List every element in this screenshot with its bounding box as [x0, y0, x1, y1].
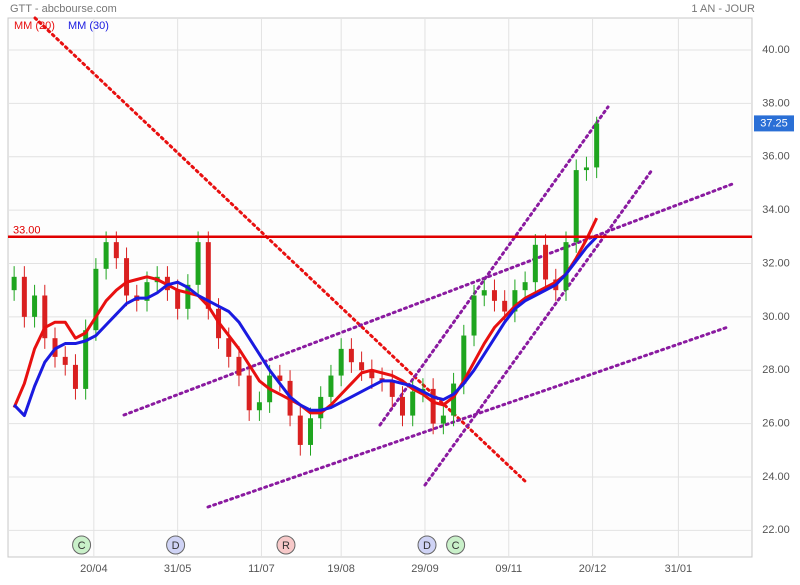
candle-body [185, 284, 191, 309]
candle-body [62, 356, 68, 365]
candle-body [144, 282, 150, 301]
candle-body [348, 348, 354, 363]
chart-title: GTT - abcbourse.com [10, 3, 117, 15]
y-tick-label: 40.00 [762, 44, 790, 56]
y-tick-label: 24.00 [762, 471, 790, 483]
candle-body [389, 380, 395, 397]
candle-body [195, 242, 201, 285]
x-tick-label: 29/09 [411, 563, 439, 575]
x-tick-label: 31/01 [665, 563, 693, 575]
y-tick-label: 34.00 [762, 204, 790, 216]
y-tick-label: 28.00 [762, 364, 790, 376]
candle-body [103, 242, 109, 269]
marks [8, 116, 752, 456]
candle-body [410, 391, 416, 416]
candle-body [563, 242, 569, 291]
event-marker [72, 535, 92, 555]
grid [8, 18, 752, 557]
price-tag [754, 115, 794, 132]
candle-body [21, 276, 27, 317]
y-tick-label: 32.00 [762, 257, 790, 269]
candle-body [308, 418, 314, 445]
candle-body [32, 295, 38, 317]
candle-body [594, 123, 600, 168]
moving-average [13, 235, 598, 418]
candle-body [246, 375, 252, 411]
candle-body [369, 370, 375, 379]
trendline [378, 105, 610, 427]
event-label: R [282, 540, 290, 552]
y-tick-label: 26.00 [762, 417, 790, 429]
x-tick-label: 31/05 [164, 563, 192, 575]
event-label: C [78, 540, 86, 552]
candle-body [461, 335, 467, 384]
legend-entry: MM (30) [68, 20, 109, 32]
x-tick-label: 11/07 [248, 563, 275, 575]
candle-body [93, 268, 99, 331]
candle-body [72, 364, 78, 389]
candle-body [236, 356, 242, 376]
event-marker [166, 535, 186, 555]
candle-body [205, 242, 211, 309]
candle-body [491, 290, 497, 301]
x-tick-label: 20/12 [579, 563, 607, 575]
event-marker [276, 535, 296, 555]
candle-body [338, 348, 344, 376]
candle-body [573, 170, 579, 243]
candle-body [399, 396, 405, 416]
legend-entry: MM (20) [14, 20, 55, 32]
y-tick-label: 36.00 [762, 151, 790, 163]
candle-body [522, 282, 528, 291]
x-tick-label: 09/11 [495, 563, 522, 575]
event-marker [446, 535, 466, 555]
candle-body [502, 300, 508, 312]
event-label: D [172, 540, 180, 552]
event-label: C [452, 540, 460, 552]
candle-body [175, 290, 181, 309]
candle-body [256, 402, 262, 411]
candle-body [512, 290, 518, 312]
candle-body [124, 258, 130, 296]
candle-body [11, 276, 17, 291]
candle-body [297, 415, 303, 445]
event-label: D [423, 540, 431, 552]
candle-body [532, 244, 538, 283]
candle-body [328, 375, 334, 397]
trendline [423, 168, 654, 487]
trendline [206, 325, 730, 509]
candle-body [583, 167, 589, 171]
hline-label: 33.00 [13, 225, 41, 237]
candle-body [277, 375, 283, 381]
candle-body [42, 295, 48, 339]
y-tick-label: 30.00 [762, 311, 790, 323]
x-tick-label: 20/04 [80, 563, 108, 575]
y-tick-label: 38.00 [762, 97, 790, 109]
y-tick-label: 22.00 [762, 524, 790, 536]
period: 1 AN - JOUR [691, 3, 755, 15]
event-marker [417, 535, 437, 555]
candle-body [226, 338, 232, 357]
candle-body [359, 362, 365, 371]
candle-body [440, 415, 446, 424]
candle-body [471, 295, 477, 336]
candle-body [451, 383, 457, 416]
candle-body [481, 290, 487, 296]
candle-body [318, 396, 324, 419]
price-tag-label: 37.25 [760, 117, 788, 129]
candle-body [113, 242, 119, 259]
x-tick-label: 19/08 [327, 563, 355, 575]
trendline [122, 181, 737, 417]
candle-body [543, 244, 549, 280]
candle-body [83, 330, 89, 389]
candle-body [430, 388, 436, 424]
